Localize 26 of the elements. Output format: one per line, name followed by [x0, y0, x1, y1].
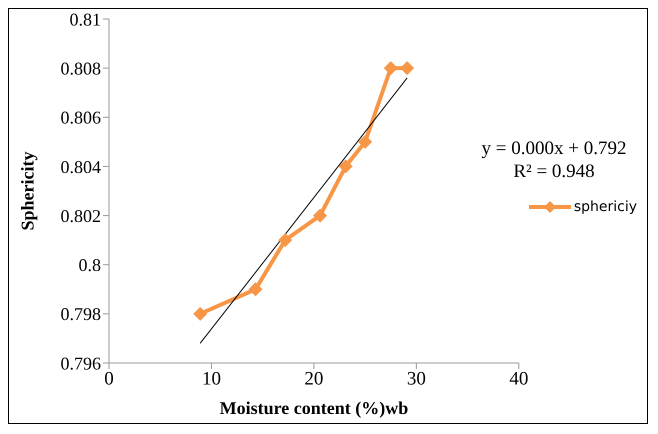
point — [400, 61, 414, 76]
point — [193, 306, 208, 321]
y-tick-label: 0.798 — [60, 304, 101, 324]
point — [278, 233, 292, 248]
point — [338, 159, 353, 174]
y-tick-label: 0.804 — [60, 156, 101, 177]
point — [313, 208, 328, 223]
x-tick-label: 30 — [406, 368, 426, 390]
point — [248, 282, 263, 296]
point — [358, 134, 372, 149]
y-tick-label: 0.808 — [60, 58, 101, 79]
x-tick-label: 0 — [104, 368, 114, 390]
y-tick-label: 0.806 — [60, 108, 101, 128]
x-axis-title: Moisture content (%)wb — [220, 398, 408, 418]
x-tick-label: 10 — [202, 368, 221, 390]
y-axis-title: Sphericity — [17, 152, 38, 230]
y-tick-label: 0.8 — [78, 255, 101, 276]
x-tick-label: 40 — [509, 368, 528, 390]
y-tick-label: 0.802 — [60, 206, 101, 226]
point — [384, 61, 398, 76]
y-tick-label: 0.81 — [70, 9, 101, 30]
annotation: R² = 0.948 — [512, 160, 596, 183]
legend-label: sphericiy — [574, 199, 637, 215]
y-tick-label: 0.796 — [60, 353, 101, 374]
annotation: y = 0.000x + 0.792 — [480, 137, 628, 160]
x-tick-label: 20 — [304, 368, 324, 390]
